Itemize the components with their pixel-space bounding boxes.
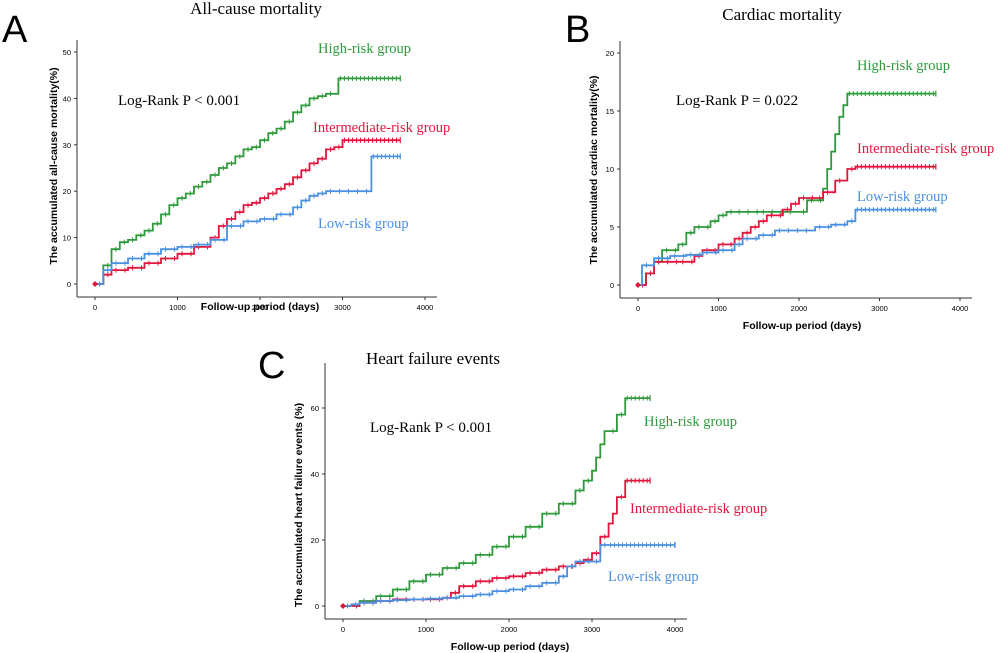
panel-a-series-intermediate-line (95, 139, 401, 285)
panel-c-y-tick-label: 20 (311, 536, 319, 545)
panel-b-series-high-line (638, 92, 936, 286)
panel-b-y-tick-label: 10 (606, 165, 614, 174)
panel-b-x-tick-label: 1000 (710, 304, 727, 313)
panel-letter-c: C (258, 345, 285, 387)
panel-c-x-tick-label: 0 (341, 625, 345, 634)
panel-b-xlabel: Follow-up period (days) (743, 320, 861, 332)
panel-c-x-tick-label: 2000 (501, 625, 518, 634)
panel-a-label-low: Low-risk group (318, 216, 409, 232)
panel-a-series-high-line (95, 77, 401, 285)
panel-c-y-tick-label: 60 (311, 404, 319, 413)
panel-a-x-tick-label: 1000 (169, 303, 186, 312)
panel-b-y-tick-label: 5 (610, 223, 614, 232)
panel-a-xlabel: Follow-up period (days) (201, 301, 319, 313)
panel-a-y-tick-label: 40 (63, 94, 71, 103)
panel-b-label-intermediate: Intermediate-risk group (857, 141, 994, 157)
panel-c-ylabel: The accumulated heart failure events (%) (293, 403, 305, 607)
panel-b-y-tick-label: 15 (606, 107, 614, 116)
panel-c-y-tick-label: 0 (315, 602, 319, 611)
panel-a-label-intermediate: Intermediate-risk group (313, 120, 450, 136)
panel-a-series-low-censor-marks (99, 153, 398, 287)
panel-a-x-tick-label: 4000 (417, 303, 434, 312)
panel-a-x-tick-label: 3000 (334, 303, 351, 312)
panel-c-series-low-line (343, 544, 675, 607)
panel-b-series-intermediate-censor-marks (642, 164, 934, 288)
panel-a-y-tick-label: 20 (63, 187, 71, 196)
panel-b-series-low-line (638, 208, 936, 286)
panel-b: B Cardiac mortality Log-Rank P = 0.022 F… (565, 5, 994, 332)
panel-b-x-tick-label: 2000 (791, 304, 808, 313)
panel-c-label-intermediate: Intermediate-risk group (630, 501, 767, 517)
panel-a-y-tick-label: 10 (63, 234, 71, 243)
panel-a-series-high-censor-marks (99, 75, 397, 287)
panel-a-y-tick-label: 0 (67, 280, 71, 289)
panel-b-logrank: Log-Rank P = 0.022 (676, 93, 798, 109)
panel-c-origin-marker (340, 603, 346, 609)
panel-letter-b: B (565, 9, 590, 51)
panel-c-xlabel: Follow-up period (days) (451, 641, 569, 653)
panel-a-y-tick-label: 30 (63, 141, 71, 150)
panel-b-x-tick-label: 0 (636, 304, 640, 313)
panel-a-ylabel: The accumulated all-cause mortality(%) (48, 67, 60, 264)
panel-c-label-low: Low-risk group (608, 569, 699, 585)
panel-c-logrank: Log-Rank P < 0.001 (370, 420, 492, 436)
panel-c-series-low-censor-marks (347, 542, 676, 609)
panel-c-x-tick-label: 1000 (418, 625, 435, 634)
panel-a-logrank: Log-Rank P < 0.001 (118, 93, 240, 109)
panel-a-y-tick-label: 50 (63, 48, 71, 57)
panel-a-x-tick-label: 0 (93, 303, 97, 312)
panel-a-label-high: High-risk group (318, 41, 411, 57)
panel-c-x-tick-label: 4000 (667, 625, 684, 634)
panel-a-series-low-line (95, 155, 401, 285)
panel-c-x-tick-label: 3000 (584, 625, 601, 634)
panel-b-x-tick-label: 3000 (871, 304, 888, 313)
panel-c-label-high: High-risk group (644, 414, 737, 430)
panel-b-series-low-censor-marks (646, 207, 934, 268)
panel-c-series-intermediate-line (343, 479, 651, 607)
panel-c-series-high-line (343, 397, 651, 607)
panel-c-y-tick-label: 40 (311, 470, 319, 479)
panel-b-series-intermediate-line (638, 165, 936, 286)
panel-c-title: Heart failure events (366, 349, 500, 368)
panel-b-title: Cardiac mortality (722, 5, 842, 24)
panel-b-label-low: Low-risk group (857, 189, 948, 205)
panel-b-label-high: High-risk group (857, 58, 950, 74)
panel-a-title: All-cause mortality (190, 0, 322, 18)
panel-b-y-tick-label: 0 (610, 281, 614, 290)
panel-c: C Heart failure events Log-Rank P < 0.00… (258, 345, 767, 653)
panel-b-origin-marker (635, 282, 641, 288)
panel-a: A All-cause mortality Log-Rank P < 0.001… (2, 0, 450, 313)
panel-letter-a: A (2, 9, 28, 51)
panel-b-ylabel: The accumulated cardiac mortality(%) (588, 75, 600, 264)
panel-b-x-tick-label: 4000 (952, 304, 969, 313)
panel-a-origin-marker (92, 281, 98, 287)
panel-a-x-tick-label: 2000 (252, 303, 269, 312)
panel-b-y-tick-label: 20 (606, 49, 614, 58)
